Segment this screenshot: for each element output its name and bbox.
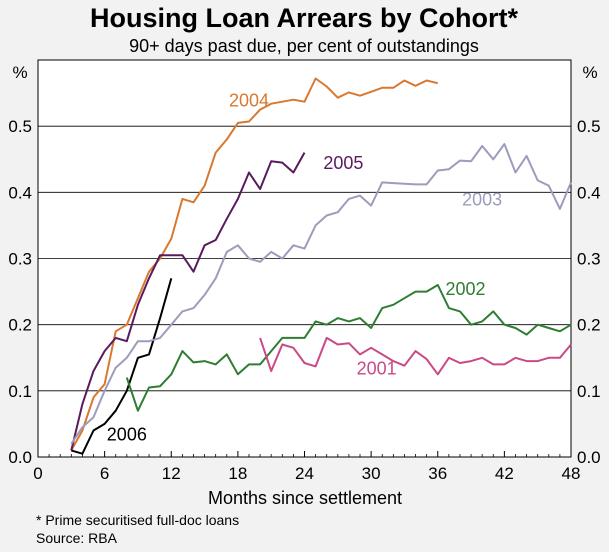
x-tick-0: 0 bbox=[33, 464, 42, 483]
x-tick-8: 48 bbox=[562, 464, 581, 483]
y-tick-left-2: 0.2 bbox=[8, 316, 32, 335]
series-label-2004: 2004 bbox=[229, 90, 269, 110]
x-tick-6: 36 bbox=[428, 464, 447, 483]
series-label-2001: 2001 bbox=[357, 358, 397, 378]
series-line-2006 bbox=[71, 278, 173, 455]
series-label-2002: 2002 bbox=[445, 279, 485, 299]
series-line-2003 bbox=[70, 143, 572, 445]
series-label-2006: 2006 bbox=[107, 424, 147, 444]
x-tick-1: 6 bbox=[100, 464, 109, 483]
y-tick-right-5: 0.5 bbox=[577, 117, 601, 136]
y-axis-right: 0.0 0.1 0.2 0.3 0.4 0.5 bbox=[577, 117, 601, 467]
footnote: * Prime securitised full-doc loans bbox=[36, 512, 239, 528]
y-unit-left: % bbox=[12, 63, 27, 82]
series-line-2001 bbox=[259, 336, 572, 376]
chart-subtitle: 90+ days past due, per cent of outstandi… bbox=[129, 36, 479, 56]
y-axis-left: 0.0 0.1 0.2 0.3 0.4 0.5 bbox=[8, 117, 32, 467]
source-note: Source: RBA bbox=[36, 530, 118, 546]
x-tick-4: 24 bbox=[295, 464, 314, 483]
series-group bbox=[70, 77, 572, 455]
x-tick-5: 30 bbox=[362, 464, 381, 483]
y-tick-right-1: 0.1 bbox=[577, 382, 601, 401]
x-tick-7: 42 bbox=[495, 464, 514, 483]
y-tick-left-0: 0.0 bbox=[8, 448, 32, 467]
chart-title: Housing Loan Arrears by Cohort* bbox=[90, 3, 519, 33]
x-axis: 0 6 12 18 24 30 36 42 48 bbox=[33, 451, 580, 483]
y-unit-right: % bbox=[582, 63, 597, 82]
y-tick-left-1: 0.1 bbox=[8, 382, 32, 401]
x-axis-label: Months since settlement bbox=[208, 488, 402, 508]
y-tick-left-3: 0.3 bbox=[8, 250, 32, 269]
series-labels: 2004 2005 2006 2003 2002 2001 bbox=[107, 90, 502, 444]
series-line-2004 bbox=[70, 77, 439, 451]
y-tick-right-3: 0.3 bbox=[577, 250, 601, 269]
y-tick-left-4: 0.4 bbox=[8, 183, 32, 202]
y-tick-right-0: 0.0 bbox=[577, 448, 601, 467]
x-tick-2: 12 bbox=[162, 464, 181, 483]
y-tick-left-5: 0.5 bbox=[8, 117, 32, 136]
series-line-2002 bbox=[125, 284, 572, 412]
x-tick-3: 18 bbox=[228, 464, 247, 483]
y-tick-right-4: 0.4 bbox=[577, 183, 601, 202]
series-label-2005: 2005 bbox=[323, 153, 363, 173]
series-line-2005 bbox=[70, 152, 306, 451]
y-tick-right-2: 0.2 bbox=[577, 316, 601, 335]
series-label-2003: 2003 bbox=[462, 190, 502, 210]
